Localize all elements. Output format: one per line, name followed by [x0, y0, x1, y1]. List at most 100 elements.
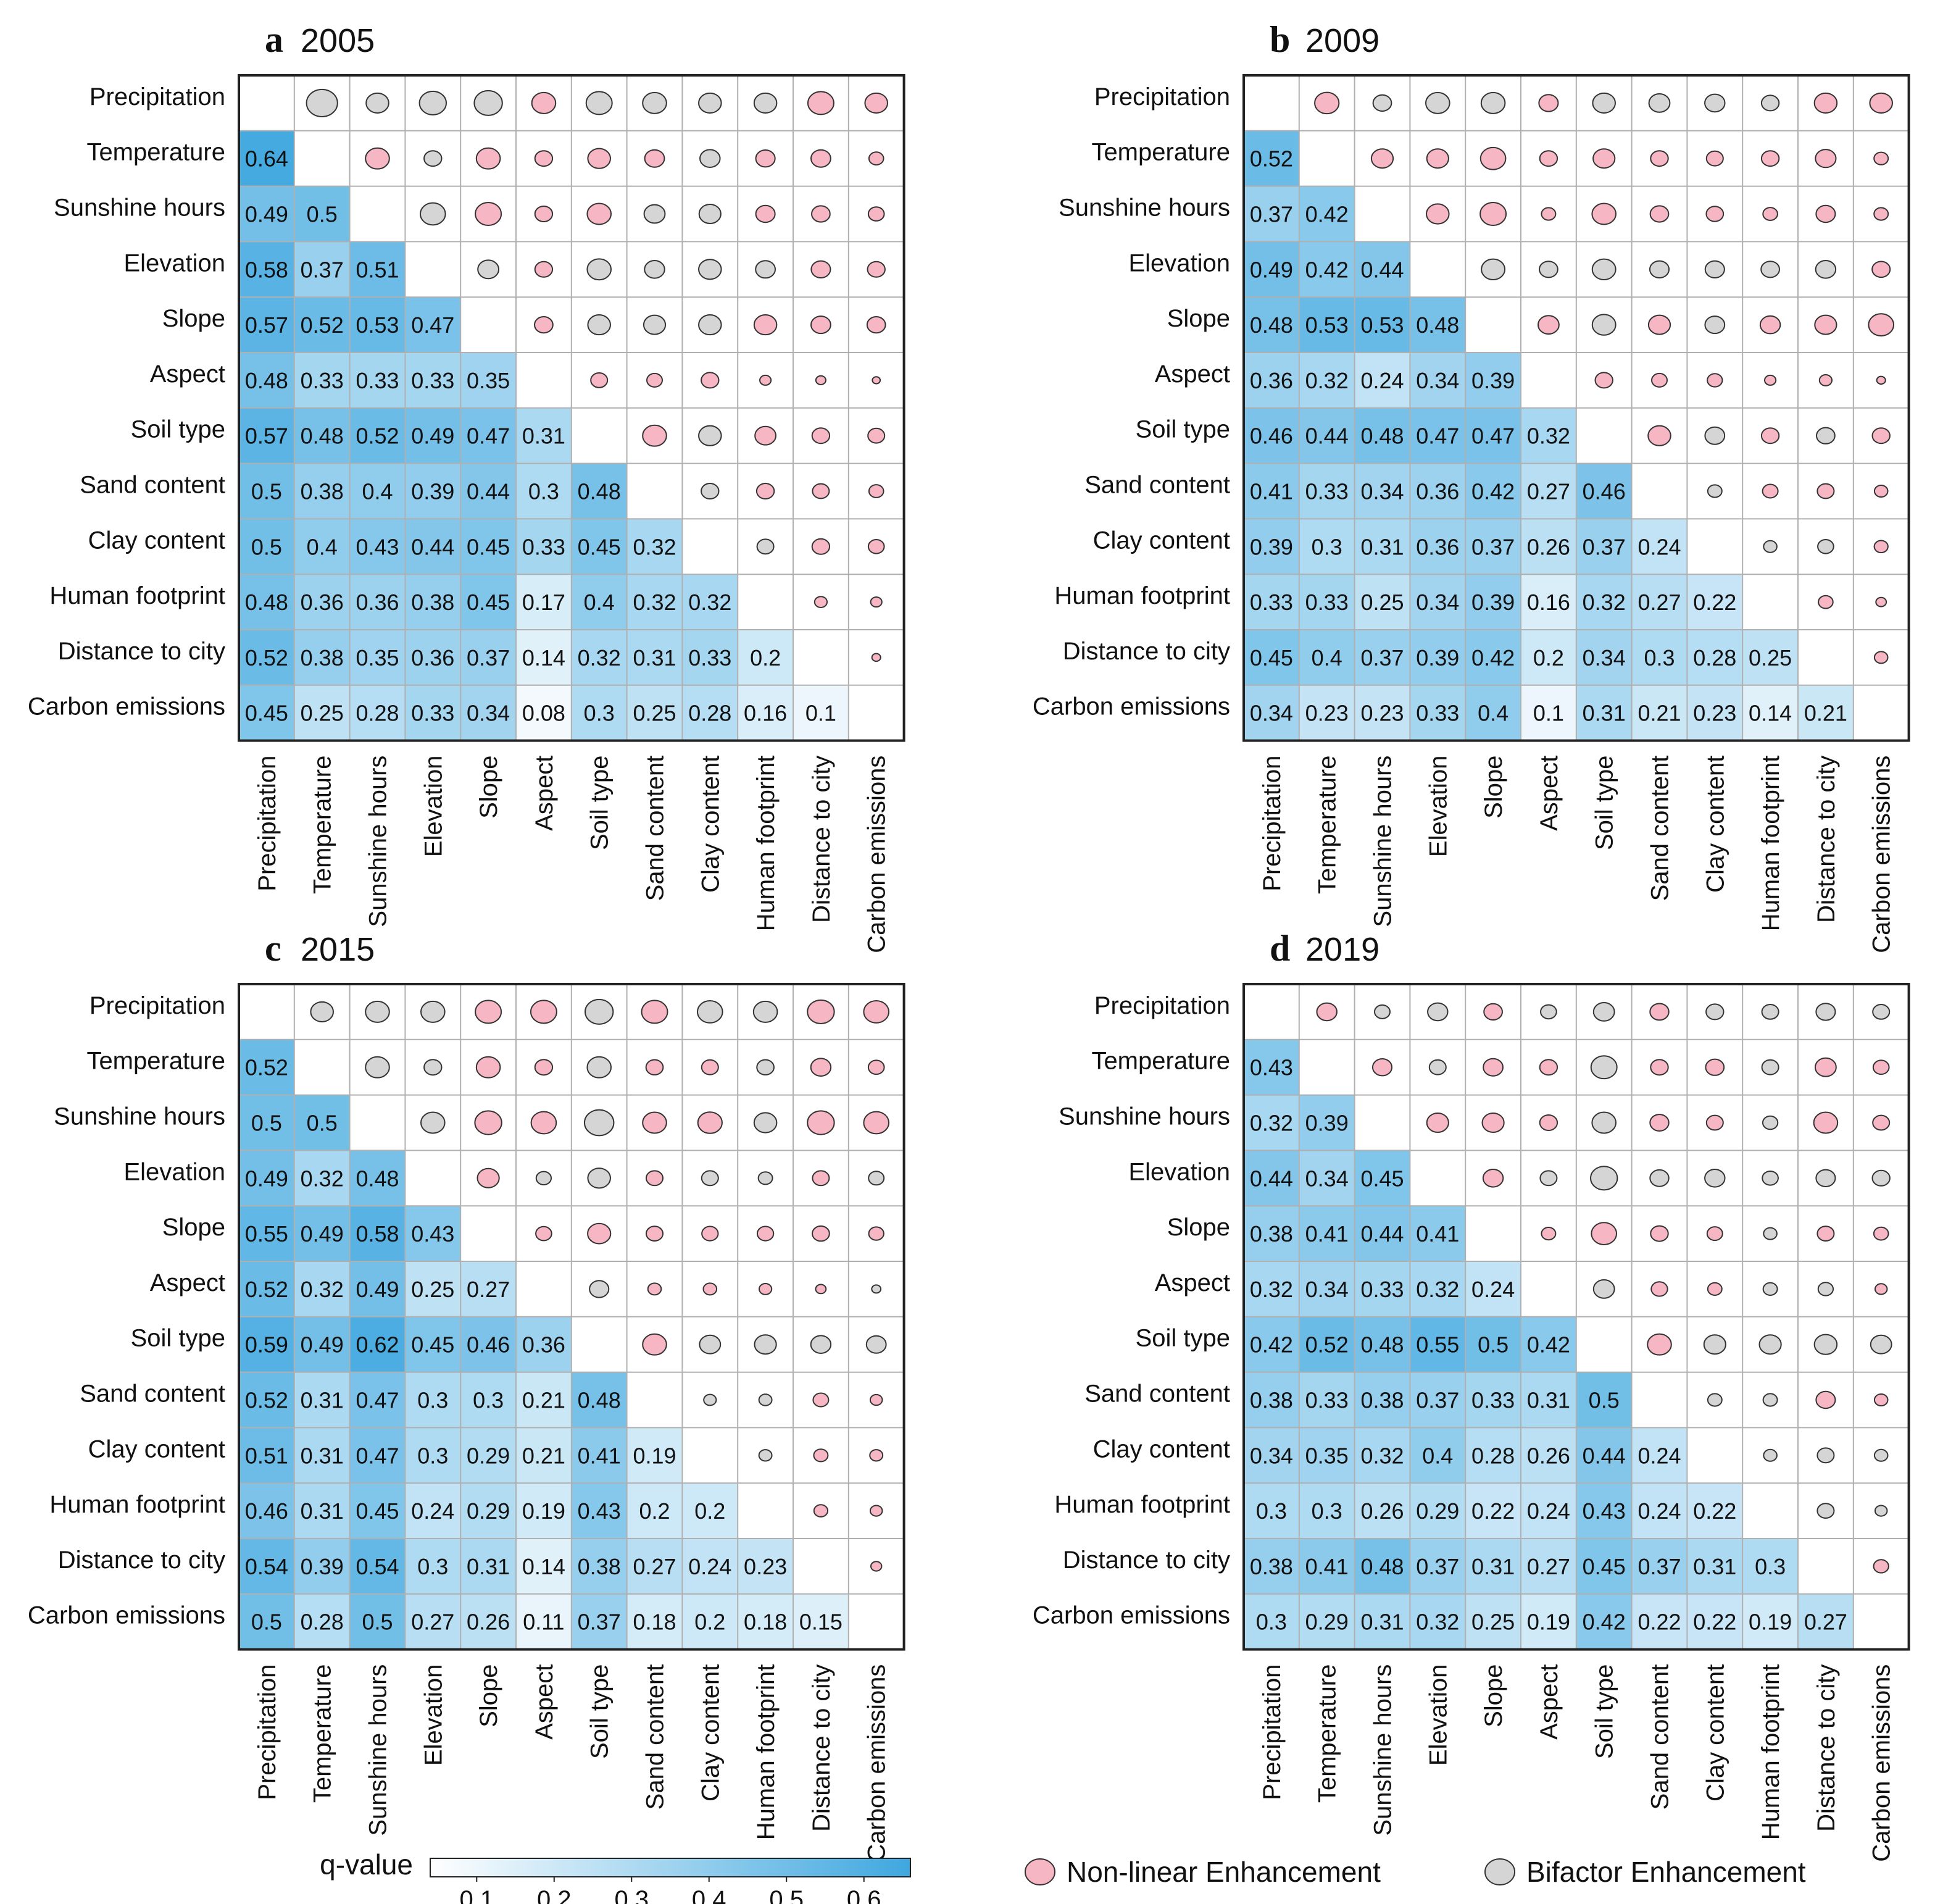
nonlinear-enhancement-marker — [867, 539, 885, 554]
bifactor-enhancement-marker — [755, 260, 776, 279]
q-value-label: 0.39 — [1471, 368, 1515, 393]
nonlinear-enhancement-marker — [756, 1225, 775, 1242]
q-value-label: 0.31 — [1360, 534, 1404, 559]
q-value-label: 0.29 — [467, 1443, 510, 1468]
q-cell — [1410, 1427, 1466, 1484]
panel-year-a: 2005 — [301, 22, 375, 59]
nonlinear-enhancement-marker — [807, 999, 835, 1024]
q-value-label: 0.49 — [301, 1332, 344, 1358]
nonlinear-enhancement-marker — [1649, 1114, 1670, 1132]
q-value-label: 0.54 — [356, 1554, 399, 1579]
q-value-label: 0.47 — [356, 1443, 399, 1468]
col-label-temperature: Temperature — [309, 1664, 336, 1803]
nonlinear-enhancement-marker — [812, 1170, 830, 1187]
q-cell — [1299, 1316, 1355, 1372]
nonlinear-enhancement-marker — [1483, 1003, 1503, 1021]
q-value-label: 0.3 — [417, 1554, 448, 1579]
q-value-label: 0.51 — [356, 257, 399, 282]
q-cell — [239, 407, 294, 464]
q-cell — [1410, 1483, 1466, 1539]
q-value-label: 0.53 — [1360, 312, 1404, 338]
q-cell — [1299, 1095, 1355, 1151]
q-value-label: 0.44 — [1305, 424, 1349, 449]
q-value-label: 0.28 — [356, 701, 399, 726]
q-value-label: 0.36 — [1416, 534, 1459, 559]
nonlinear-enhancement-marker — [697, 1111, 723, 1134]
nonlinear-enhancement-marker — [755, 204, 776, 223]
row-label-clay-content: Clay content — [1093, 527, 1230, 554]
q-value-label: 0.53 — [356, 312, 399, 338]
nonlinear-enhancement-marker — [1647, 425, 1671, 446]
q-value-label: 0.48 — [1360, 1554, 1404, 1579]
q-value-label: 0.45 — [1583, 1554, 1626, 1579]
q-cell — [516, 1427, 572, 1484]
nonlinear-enhancement-marker — [1871, 427, 1891, 445]
q-cell — [1576, 1427, 1632, 1484]
q-value-label: 0.46 — [1250, 424, 1293, 449]
nonlinear-enhancement-marker — [870, 1561, 883, 1572]
nonlinear-enhancement-marker — [812, 1392, 830, 1408]
q-cell — [1521, 1593, 1576, 1650]
q-value-label: 0.36 — [301, 590, 344, 615]
q-value-label: 0.44 — [467, 479, 510, 504]
q-cell — [294, 407, 350, 464]
q-value-label: 0.22 — [1637, 1610, 1681, 1635]
q-cell — [239, 353, 294, 408]
q-cell — [1410, 1593, 1466, 1650]
q-value-label: 0.38 — [1250, 1554, 1293, 1579]
nonlinear-enhancement-marker — [1426, 203, 1450, 225]
bifactor-enhancement-marker — [420, 1000, 446, 1023]
q-value-label: 0.52 — [245, 1388, 288, 1413]
q-value-label: 0.43 — [356, 534, 399, 559]
q-value-label: 0.31 — [1360, 1610, 1404, 1635]
q-value-label: 0.14 — [522, 1554, 565, 1579]
q-value-label: 0.3 — [1312, 534, 1342, 559]
heatmap-panel-c: c 2015 0.52 0.5 0.5 0.49 0.32 0.48 0.55 0.49 0.58 0… — [28, 928, 905, 1862]
col-label-soil-type: Soil type — [586, 1664, 614, 1759]
q-cell — [349, 1372, 406, 1428]
q-value-label: 0.41 — [1305, 1554, 1349, 1579]
nonlinear-enhancement-marker — [645, 1170, 664, 1187]
q-cell — [460, 1483, 516, 1539]
q-cell — [571, 685, 627, 741]
q-cell — [738, 1539, 793, 1594]
q-cell — [1465, 1593, 1521, 1650]
q-value-label: 0.27 — [467, 1277, 510, 1302]
q-value-label: 0.33 — [1360, 1277, 1404, 1302]
bifactor-enhancement-marker — [701, 1170, 719, 1187]
q-value-label: 0.28 — [1471, 1443, 1515, 1468]
q-cell — [1687, 685, 1743, 741]
nonlinear-enhancement-marker — [1816, 1225, 1835, 1242]
nonlinear-enhancement-marker — [1871, 261, 1891, 278]
row-label-soil-type: Soil type — [1136, 416, 1230, 443]
q-value-label: 0.14 — [1749, 701, 1792, 726]
q-value-label: 0.42 — [1583, 1610, 1626, 1635]
q-cell — [516, 1539, 572, 1594]
q-cell — [1244, 1539, 1299, 1594]
q-value-label: 0.52 — [1250, 146, 1293, 172]
nonlinear-enhancement-marker — [534, 261, 554, 278]
bifactor-enhancement-marker — [1591, 314, 1617, 336]
col-label-carbon-emissions: Carbon emissions — [1868, 756, 1895, 953]
q-cell — [239, 463, 294, 519]
q-cell — [460, 1427, 516, 1484]
q-cell — [1521, 407, 1576, 464]
q-value-label: 0.45 — [245, 701, 288, 726]
row-label-sunshine-hours: Sunshine hours — [54, 1103, 225, 1130]
q-value-label: 0.4 — [362, 479, 393, 504]
nonlinear-enhancement-marker — [1316, 1002, 1338, 1022]
q-value-label: 0.5 — [251, 479, 282, 504]
bifactor-enhancement-marker — [477, 259, 500, 280]
nonlinear-enhancement-marker — [811, 427, 831, 445]
q-value-label: 0.59 — [245, 1332, 288, 1358]
q-cell — [349, 353, 406, 408]
q-cell — [460, 519, 516, 575]
bifactor-enhancement-marker — [587, 1167, 611, 1189]
nonlinear-enhancement-marker — [701, 372, 720, 389]
q-value-label: 0.4 — [307, 534, 338, 559]
panel-frame — [1242, 983, 1910, 1651]
q-value-label: 0.55 — [1416, 1332, 1459, 1358]
panel-frame — [238, 983, 905, 1651]
col-label-distance-to-city: Distance to city — [1813, 1664, 1840, 1832]
q-value-label: 0.37 — [301, 257, 344, 282]
